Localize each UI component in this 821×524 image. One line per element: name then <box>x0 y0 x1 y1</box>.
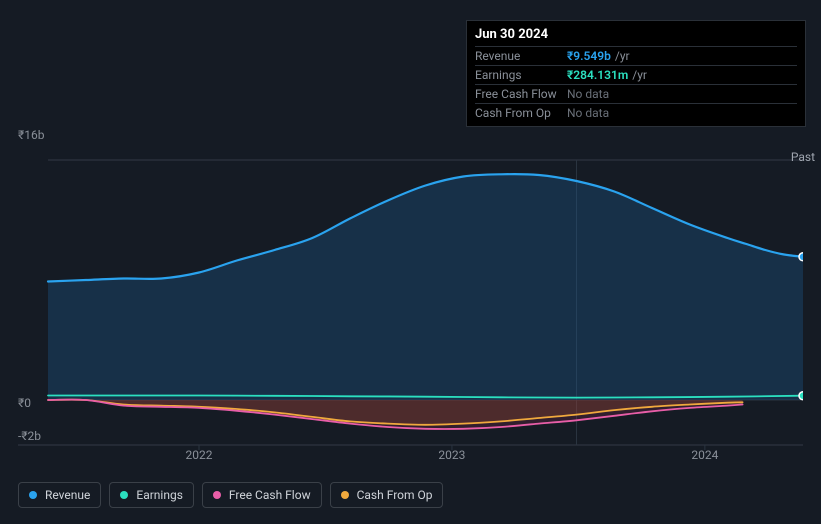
y-tick-label: ₹0 <box>18 396 31 410</box>
legend-item[interactable]: Earnings <box>109 482 194 508</box>
past-label: Past <box>791 150 815 164</box>
tooltip-metric-unit: /yr <box>615 49 630 63</box>
legend-swatch <box>341 491 349 499</box>
tooltip-metric-value: ₹284.131m <box>567 68 628 82</box>
tooltip-date: Jun 30 2024 <box>475 27 797 46</box>
x-axis: 2022 2023 2024 <box>18 448 803 468</box>
tooltip-metric-value: ₹9.549b <box>567 49 611 63</box>
legend-label: Earnings <box>136 488 183 502</box>
tooltip-row: Cash From OpNo data <box>475 103 797 122</box>
legend-item[interactable]: Cash From Op <box>330 482 444 508</box>
legend-label: Free Cash Flow <box>229 488 311 502</box>
legend-label: Cash From Op <box>357 488 433 502</box>
tooltip-row: Earnings₹284.131m/yr <box>475 65 797 84</box>
tooltip-row: Revenue₹9.549b/yr <box>475 46 797 65</box>
legend-swatch <box>213 491 221 499</box>
tooltip-metric-label: Revenue <box>475 49 567 63</box>
tooltip-card: Jun 30 2024 Revenue₹9.549b/yrEarnings₹28… <box>466 20 806 127</box>
chart-area[interactable]: ₹16b ₹0 -₹2b <box>18 120 803 470</box>
tooltip-metric-label: Earnings <box>475 68 567 82</box>
x-tick-label: 2022 <box>186 448 213 462</box>
chart-svg <box>18 120 803 470</box>
x-tick-label: 2023 <box>438 448 465 462</box>
tooltip-metric-label: Cash From Op <box>475 106 567 120</box>
x-tick-label: 2024 <box>691 448 718 462</box>
legend: Revenue Earnings Free Cash Flow Cash From O… <box>18 482 443 508</box>
legend-swatch <box>120 491 128 499</box>
y-tick-label: ₹16b <box>18 128 44 142</box>
legend-swatch <box>29 491 37 499</box>
tooltip-metric-unit: /yr <box>632 68 647 82</box>
legend-item[interactable]: Free Cash Flow <box>202 482 322 508</box>
tooltip-metric-label: Free Cash Flow <box>475 87 567 101</box>
tooltip-metric-value: No data <box>567 87 609 101</box>
tooltip-row: Free Cash FlowNo data <box>475 84 797 103</box>
legend-item[interactable]: Revenue <box>18 482 101 508</box>
legend-label: Revenue <box>45 488 90 502</box>
tooltip-metric-value: No data <box>567 106 609 120</box>
y-tick-label: -₹2b <box>18 429 41 443</box>
